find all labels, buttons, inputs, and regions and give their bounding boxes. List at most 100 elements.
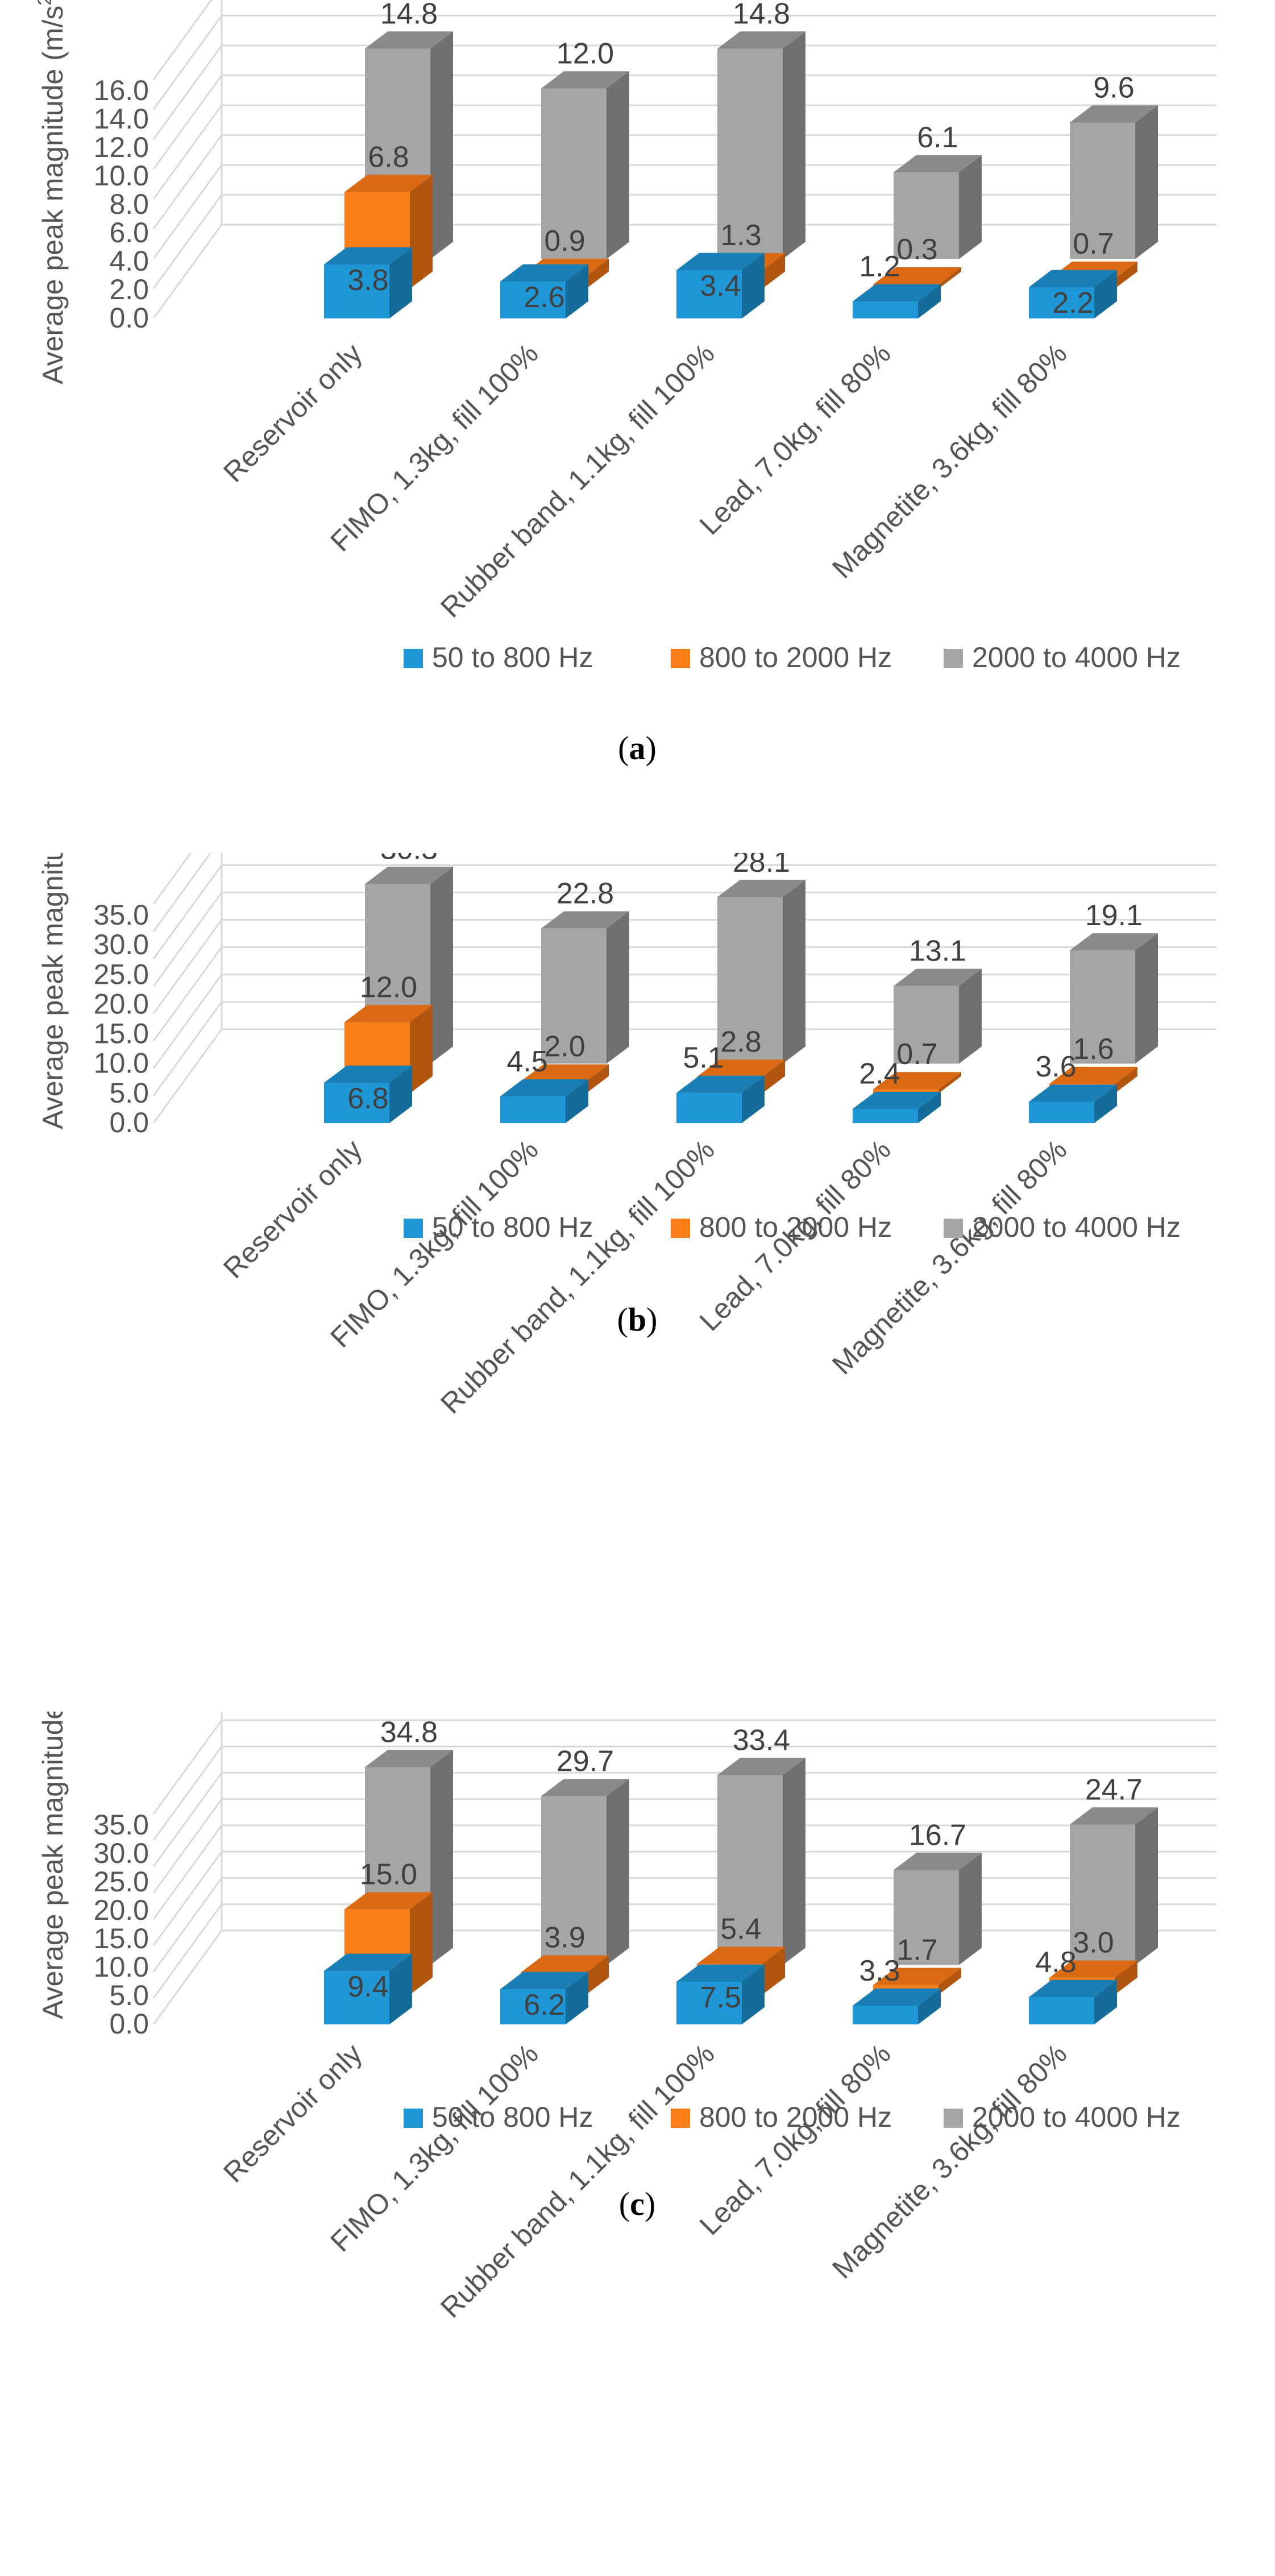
data-label: 15.0: [360, 1858, 417, 1891]
gridline-depth: [152, 0, 213, 80]
category-label: Reservoir only: [217, 1133, 368, 1285]
y-tick-label: 0.0: [109, 302, 149, 334]
gridline-depth: [152, 164, 223, 259]
bar-side: [410, 175, 433, 289]
bar-top: [344, 175, 433, 192]
bar-gray-3: [894, 1853, 982, 1965]
bar-side: [783, 880, 805, 1064]
bar-front: [894, 985, 959, 1064]
y-tick-label: 2.0: [109, 274, 149, 305]
bar-blue-3: [853, 1091, 941, 1123]
bar-top: [541, 911, 629, 929]
bar-top: [500, 1079, 588, 1097]
bar-blue-3: [853, 284, 941, 318]
category-label: Rubber band, 1.1kg, fill 100%: [434, 2037, 720, 2324]
bar-side: [783, 31, 805, 259]
bar-blue-0: [324, 1953, 412, 2024]
y-tick-label: 25.0: [94, 958, 149, 990]
bar-front: [717, 897, 783, 1064]
bar-blue-2: [676, 1964, 765, 2024]
data-label: 2.8: [720, 1025, 761, 1058]
data-label: 13.1: [909, 935, 966, 968]
legend-swatch-gray: [944, 2109, 963, 2128]
bar-top: [500, 264, 588, 281]
data-label: 3.8: [347, 264, 388, 297]
data-label: 16.7: [909, 1819, 966, 1852]
bar-top: [344, 1892, 433, 1910]
y-axis: 0.02.04.06.08.010.012.014.016.0: [94, 74, 149, 334]
legend-label: 2000 to 4000 Hz: [972, 641, 1181, 673]
bar-front: [853, 301, 918, 318]
data-label: 0.3: [896, 233, 937, 266]
legend-label: 50 to 800 Hz: [432, 2101, 593, 2133]
data-label: 9.4: [347, 1970, 388, 2003]
bar-top: [1029, 1979, 1117, 1997]
bar-top: [1070, 933, 1158, 951]
bar-side: [918, 1988, 941, 2024]
bar-side: [1094, 1979, 1117, 2024]
bar-top: [365, 31, 453, 49]
gridline-depth: [152, 194, 223, 289]
gridline-depth: [152, 1903, 223, 1999]
bar-side: [762, 1947, 785, 1995]
bar-side: [783, 1758, 805, 1965]
bar-blue-1: [500, 1079, 588, 1123]
bar-side: [389, 1065, 412, 1123]
legend-swatch-orange: [671, 649, 690, 668]
y-tick-label: 30.0: [94, 929, 149, 960]
bar-side: [918, 1091, 941, 1123]
bar-side: [586, 259, 609, 289]
bar-side: [918, 284, 941, 318]
y-tick-label: 20.0: [94, 988, 149, 1020]
legend: 50 to 800 Hz 800 to 2000 Hz 2000 to 4000 H…: [404, 2101, 1181, 2133]
gridline-depth: [152, 105, 223, 200]
data-label: 6.1: [917, 121, 958, 154]
y-tick-label: 10.0: [94, 1047, 149, 1079]
bar-top: [365, 1750, 453, 1767]
legend-swatch-orange: [671, 2109, 690, 2128]
data-label: 3.3: [859, 1954, 900, 1987]
y-tick-label: 35.0: [94, 1809, 149, 1841]
data-label: 2.4: [859, 1058, 900, 1091]
bar-top: [1070, 105, 1158, 123]
bar-top: [344, 1005, 433, 1022]
bar-top: [894, 1853, 982, 1870]
bar-top: [1049, 1960, 1137, 1978]
bar-blue-2: [676, 252, 765, 318]
bar-side: [410, 1892, 433, 1995]
bar-top: [717, 880, 805, 897]
bar-top: [853, 1988, 941, 2006]
y-axis-title: Average peak magnitude (m/s2): [34, 0, 69, 384]
gridline-depth: [152, 1029, 223, 1124]
bar-side: [430, 1750, 453, 1965]
category-label: Reservoir only: [217, 337, 368, 488]
y-tick-label: 15.0: [94, 1923, 149, 1954]
bar-side: [742, 1075, 765, 1123]
bar-top: [894, 968, 982, 986]
bar-side: [430, 31, 453, 259]
gridline-depth: [152, 1825, 223, 1920]
data-label: 3.4: [700, 270, 741, 303]
gridline-depth: [152, 224, 223, 319]
bar-top: [717, 1758, 805, 1775]
y-tick-label: 14.0: [94, 103, 149, 135]
bar-blue-1: [500, 1972, 588, 2024]
bar-side: [430, 867, 453, 1064]
legend-swatch-gray: [944, 1219, 963, 1238]
bar-blue-4: [1029, 1084, 1117, 1123]
data-label: 30.3: [380, 853, 438, 865]
y-tick-label: 6.0: [109, 217, 149, 249]
y-tick-label: 16.0: [94, 74, 149, 106]
bar-gray-3: [894, 155, 982, 259]
data-label: 33.4: [733, 1724, 790, 1757]
y-axis: 0.05.010.015.020.025.030.035.0: [94, 1809, 149, 2040]
data-label: 29.7: [556, 1745, 614, 1778]
bar-front: [500, 1989, 566, 2024]
caption-close: ): [645, 2185, 655, 2222]
bar-top: [676, 1964, 765, 1982]
bar-front: [324, 1971, 389, 2024]
category-label: Reservoir only: [217, 2037, 368, 2189]
